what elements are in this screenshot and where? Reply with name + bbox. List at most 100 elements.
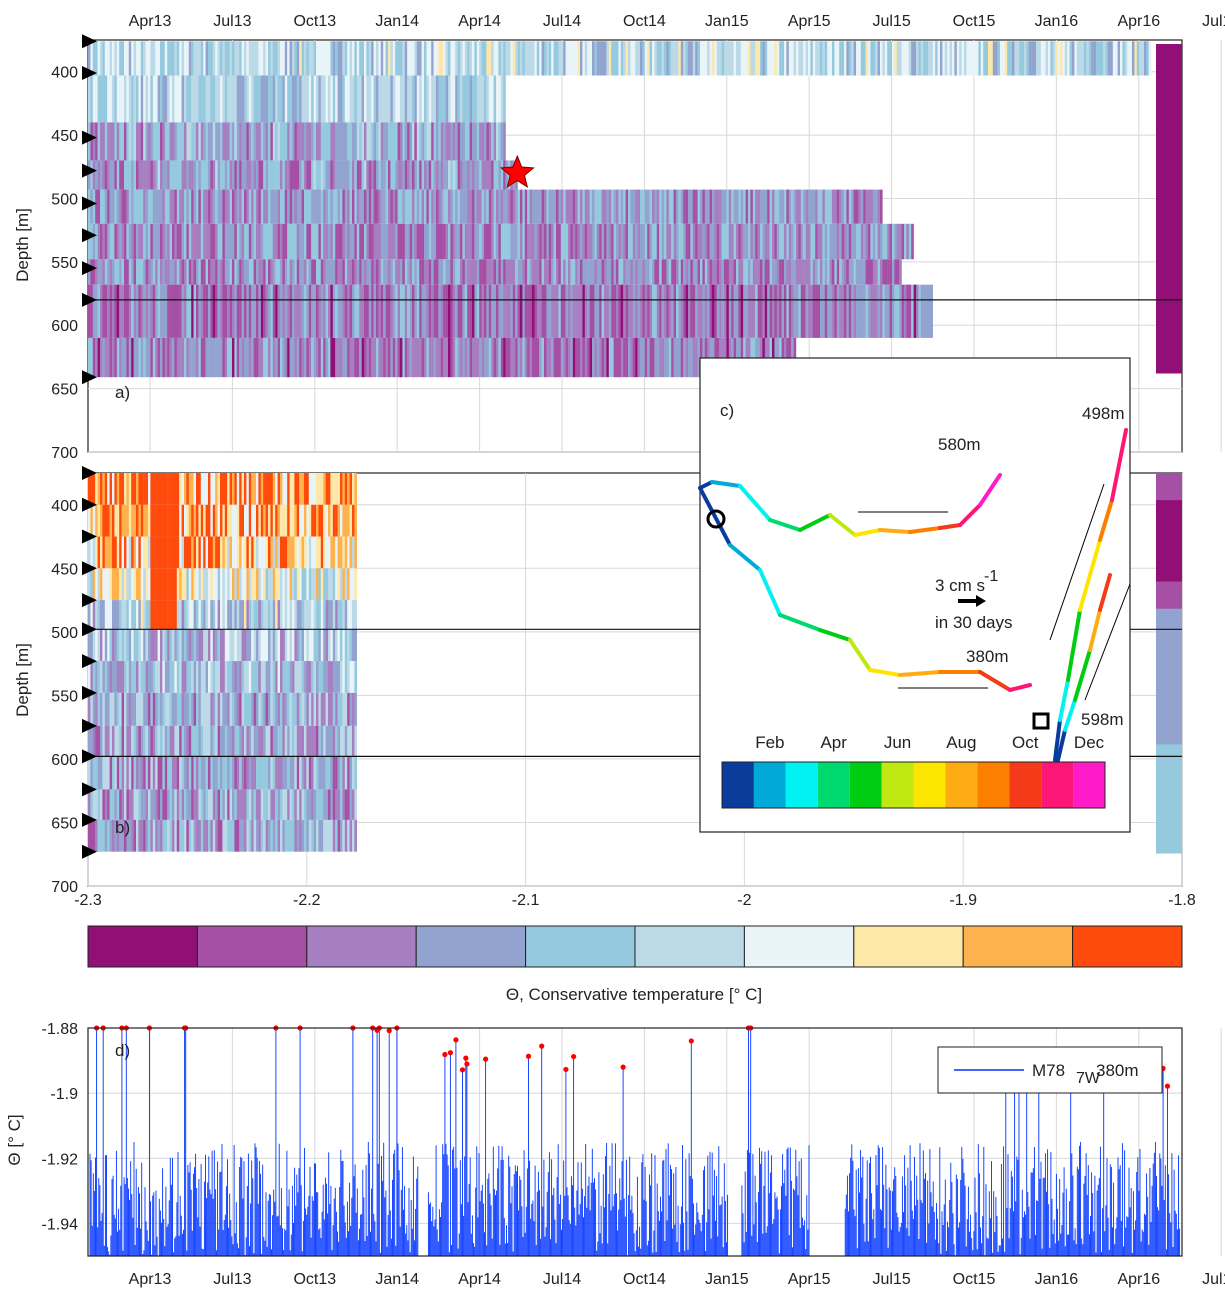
temperature-cell <box>140 122 144 161</box>
xtick-label: Apr14 <box>458 1271 501 1288</box>
temperature-cell <box>707 223 710 260</box>
temperature-cell <box>244 473 247 505</box>
temperature-cell <box>131 75 134 123</box>
temperature-cell <box>150 189 153 224</box>
temperature-cell <box>227 568 230 601</box>
temperature-cell <box>95 536 98 569</box>
temperature-cell <box>294 259 297 285</box>
temperature-cell <box>143 536 146 569</box>
temperature-cell <box>685 337 689 378</box>
temperature-cell <box>332 284 336 338</box>
temperature-cell <box>899 41 902 76</box>
temperature-cell <box>152 41 156 76</box>
temperature-cell <box>344 504 348 537</box>
month-color-swatch <box>881 762 914 808</box>
temperature-cell <box>263 819 266 852</box>
temperature-cell <box>241 122 245 161</box>
temperature-cell <box>580 259 583 285</box>
temperature-cell <box>709 189 713 224</box>
temperature-cell <box>397 189 401 224</box>
temperature-cell <box>275 259 278 285</box>
temperature-cell <box>289 284 293 338</box>
temperature-cell <box>162 600 165 630</box>
temperature-cell <box>512 223 516 260</box>
ytick-label: 400 <box>51 65 78 82</box>
temperature-cell <box>392 160 396 190</box>
xtick-label: Oct15 <box>953 1271 996 1288</box>
temperature-cell <box>244 75 247 123</box>
temperature-cell <box>613 259 617 285</box>
temperature-cell <box>196 259 199 285</box>
temperature-cell <box>522 284 525 338</box>
temperature-cell <box>268 536 271 569</box>
temperature-cell <box>256 189 259 224</box>
temperature-cell <box>404 122 408 161</box>
temperature-cell <box>253 568 257 601</box>
temperature-cell <box>964 41 967 76</box>
temperature-cell <box>700 41 703 76</box>
temperature-cell <box>268 41 271 76</box>
temperature-cell <box>337 41 341 76</box>
temperature-cell <box>438 223 441 260</box>
track-598m <box>1056 573 1112 762</box>
temperature-cell <box>378 122 381 161</box>
temperature-cell <box>707 189 710 224</box>
temperature-cell <box>121 568 125 601</box>
temperature-cell <box>253 337 257 378</box>
temperature-cell <box>119 337 122 378</box>
temperature-cell <box>625 41 629 76</box>
temperature-cell <box>536 337 540 378</box>
temperature-cell <box>107 600 110 630</box>
temperature-cell <box>263 661 266 693</box>
temperature-cell <box>97 284 101 338</box>
temperature-cell <box>308 819 312 852</box>
temperature-cell <box>520 284 523 338</box>
temperature-cell <box>731 259 734 285</box>
temperature-cell <box>265 223 269 260</box>
temperature-cell <box>553 223 557 260</box>
temperature-cell <box>268 284 271 338</box>
temperature-cell <box>640 223 643 260</box>
temperature-cell <box>1098 41 1101 76</box>
temperature-cell <box>313 284 317 338</box>
temperature-cell <box>176 819 180 852</box>
temperature-cell <box>654 337 657 378</box>
temperature-cell <box>671 223 674 260</box>
temperature-cell <box>210 568 213 601</box>
temperature-cell <box>472 41 475 76</box>
temperature-cell <box>532 41 535 76</box>
temperature-cell <box>532 189 535 224</box>
temperature-cell <box>186 259 189 285</box>
temperature-cell <box>743 41 746 76</box>
temperature-cell <box>126 160 129 190</box>
temperature-cell <box>776 259 780 285</box>
temperature-cell <box>308 189 312 224</box>
temperature-cell <box>277 160 281 190</box>
temperature-cell <box>248 725 252 757</box>
temperature-cell <box>212 692 216 726</box>
temperature-cell <box>119 41 122 76</box>
temperature-cell <box>167 41 170 76</box>
temperature-cell <box>306 259 309 285</box>
temperature-cell <box>450 223 453 260</box>
temperature-cell <box>234 819 237 852</box>
temperature-cell <box>476 75 480 123</box>
threshold-point <box>386 1028 392 1034</box>
temperature-cell <box>176 536 180 569</box>
temperature-cell <box>174 789 177 820</box>
temperature-cell <box>203 692 206 726</box>
temperature-cell <box>901 41 905 76</box>
temperature-cell <box>92 629 96 662</box>
temperature-cell <box>865 259 869 285</box>
temperature-cell <box>260 223 264 260</box>
temperature-cell <box>431 41 434 76</box>
colorbar-swatch <box>306 925 417 968</box>
top-xtick-label: Jul16 <box>1202 13 1225 30</box>
temperature-cell <box>692 41 696 76</box>
temperature-cell <box>253 284 257 338</box>
temperature-cell <box>592 284 595 338</box>
temperature-cell <box>181 259 185 285</box>
temperature-cell <box>256 629 259 662</box>
temperature-cell <box>136 692 139 726</box>
ytick-label: -1.9 <box>50 1086 78 1103</box>
